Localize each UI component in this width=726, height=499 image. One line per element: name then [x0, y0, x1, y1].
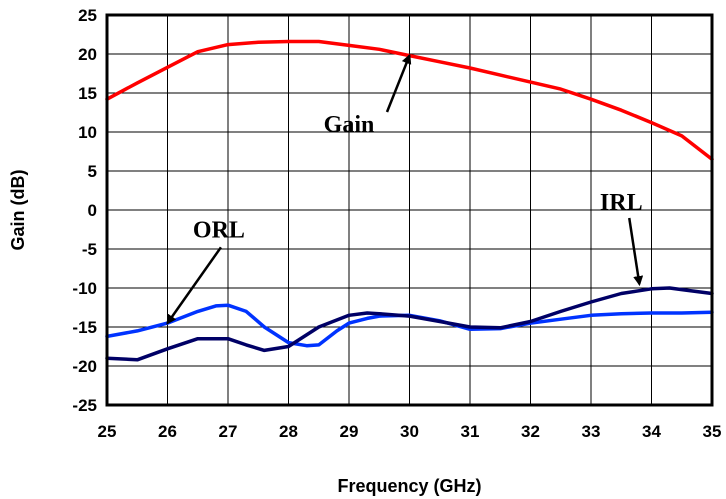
x-tick-label: 31 [461, 422, 480, 441]
x-tick-label: 27 [219, 422, 238, 441]
plot-area-border [105, 13, 714, 407]
annotation-arrow [166, 246, 222, 325]
annotation-label: ORL [193, 217, 245, 243]
series-line-2 [105, 286, 714, 362]
x-tick-label: 26 [158, 422, 177, 441]
y-axis-title: Gain (dB) [8, 170, 28, 251]
y-tick-label: -20 [72, 357, 97, 376]
annotation-label: Gain [324, 112, 375, 138]
y-tick-label: -5 [82, 240, 97, 259]
x-tick-label: 35 [703, 422, 722, 441]
y-tick-label: 5 [88, 162, 97, 181]
annotations: Gain ORL IRL [166, 53, 644, 325]
y-tick-labels: 25 20 15 10 5 0 -5 -10 -15 -20 -25 [72, 6, 97, 415]
x-tick-label: 32 [521, 422, 540, 441]
y-tick-label: 15 [78, 84, 97, 103]
y-tick-label: 25 [78, 6, 97, 25]
x-tick-label: 33 [582, 422, 601, 441]
x-axis-title: Frequency (GHz) [337, 476, 481, 496]
y-tick-label: 20 [78, 45, 97, 64]
x-tick-labels: 25 26 27 28 29 30 31 32 33 34 35 [98, 422, 722, 441]
annotation-label: IRL [600, 190, 643, 216]
y-tick-label: -10 [72, 279, 97, 298]
y-tick-label: -15 [72, 318, 97, 337]
x-tick-label: 29 [340, 422, 359, 441]
x-tick-label: 28 [279, 422, 298, 441]
series-line-1 [105, 303, 714, 348]
x-tick-label: 34 [642, 422, 661, 441]
y-tick-label: 0 [88, 201, 97, 220]
x-tick-label: 25 [98, 422, 117, 441]
annotation-arrow [628, 217, 644, 287]
x-tick-label: 30 [400, 422, 419, 441]
y-tick-label: 10 [78, 123, 97, 142]
y-tick-label: -25 [72, 396, 97, 415]
annotation-arrow [385, 53, 412, 113]
